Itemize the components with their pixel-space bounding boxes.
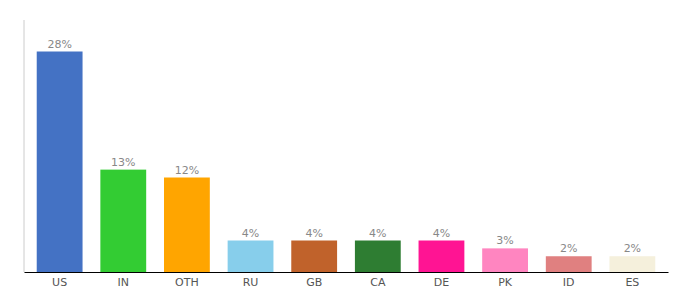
x-tick-label: RU — [243, 276, 259, 289]
data-label: 2% — [624, 242, 641, 255]
x-tick-label: PK — [498, 276, 513, 289]
bar — [164, 178, 210, 273]
x-tick-label: GB — [306, 276, 322, 289]
bars — [37, 52, 656, 273]
data-label: 3% — [496, 234, 513, 247]
data-label: 12% — [175, 164, 199, 177]
bar — [228, 241, 274, 273]
bar — [100, 170, 146, 272]
x-tick-label: OTH — [175, 276, 199, 289]
data-label: 13% — [111, 156, 135, 169]
x-tick-label: CA — [370, 276, 386, 289]
x-tick: OTH — [175, 276, 199, 289]
x-tick: ID — [563, 276, 575, 289]
x-tick-label: US — [52, 276, 67, 289]
bar — [419, 241, 465, 273]
data-label: 2% — [560, 242, 577, 255]
plot-area: US IN OTH RU GB CA DE PK ID ES 28% 13% 12% 4% 4% 4% 4% 3%… — [24, 20, 669, 289]
y-axis-line — [24, 20, 25, 272]
x-tick-label: ID — [563, 276, 575, 289]
bar — [546, 256, 592, 272]
data-labels: 28% 13% 12% 4% 4% 4% 4% 3% 2% 2% — [47, 38, 641, 256]
bar — [482, 248, 528, 272]
x-tick-label: ES — [625, 276, 639, 289]
x-axis: US IN OTH RU GB CA DE PK ID ES — [25, 273, 669, 289]
x-tick: CA — [370, 276, 386, 289]
x-tick: GB — [306, 276, 322, 289]
bar — [609, 256, 655, 272]
x-tick: PK — [498, 276, 513, 289]
bar — [291, 241, 337, 273]
data-label: 4% — [242, 227, 259, 240]
bar — [355, 241, 401, 273]
x-tick: DE — [434, 276, 449, 289]
x-tick-label: DE — [434, 276, 449, 289]
x-tick: RU — [243, 276, 259, 289]
data-label: 4% — [305, 227, 322, 240]
x-tick-label: IN — [118, 276, 129, 289]
data-label: 28% — [47, 38, 71, 51]
data-label: 4% — [433, 227, 450, 240]
bar — [37, 52, 83, 273]
x-tick: ES — [625, 276, 639, 289]
x-tick: IN — [118, 276, 129, 289]
chart-container: US IN OTH RU GB CA DE PK ID ES 28% 13% 12% 4% 4% 4% 4% 3%… — [0, 0, 680, 300]
data-label: 4% — [369, 227, 386, 240]
x-axis-line — [25, 272, 669, 273]
x-tick: US — [52, 276, 67, 289]
chart-svg: US IN OTH RU GB CA DE PK ID ES 28% 13% 12% 4% 4% 4% 4% 3%… — [0, 0, 680, 300]
